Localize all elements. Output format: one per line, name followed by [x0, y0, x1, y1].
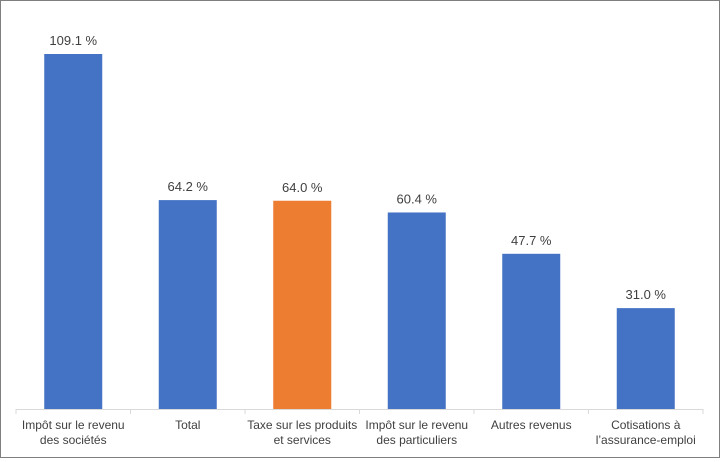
category-label-5-line-1: l’assurance-emploi: [596, 433, 696, 447]
data-label-0: 109.1 %: [49, 33, 97, 48]
category-label-5-line-0: Cotisations à: [611, 418, 681, 432]
data-label-4: 47.7 %: [511, 233, 552, 248]
bar-3: [387, 212, 446, 409]
data-label-5: 31.0 %: [626, 287, 667, 302]
category-label-4-line-0: Autres revenus: [491, 418, 572, 432]
category-label-0-line-1: des sociétés: [40, 433, 107, 447]
bar-4: [502, 253, 561, 409]
data-label-3: 60.4 %: [397, 191, 438, 206]
category-label-3-line-0: Impôt sur le revenu: [365, 418, 468, 432]
bar-1: [158, 200, 217, 409]
category-label-1-line-0: Total: [175, 418, 200, 432]
bar-0: [44, 54, 103, 409]
data-label-2: 64.0 %: [282, 180, 323, 195]
category-label-3-line-1: des particuliers: [376, 433, 457, 447]
bar-2: [273, 200, 332, 409]
bar-5: [616, 308, 675, 409]
category-label-2-line-1: et services: [274, 433, 331, 447]
category-label-2-line-0: Taxe sur les produits: [247, 418, 357, 432]
category-label-0-line-0: Impôt sur le revenu: [22, 418, 125, 432]
data-label-1: 64.2 %: [168, 179, 209, 194]
